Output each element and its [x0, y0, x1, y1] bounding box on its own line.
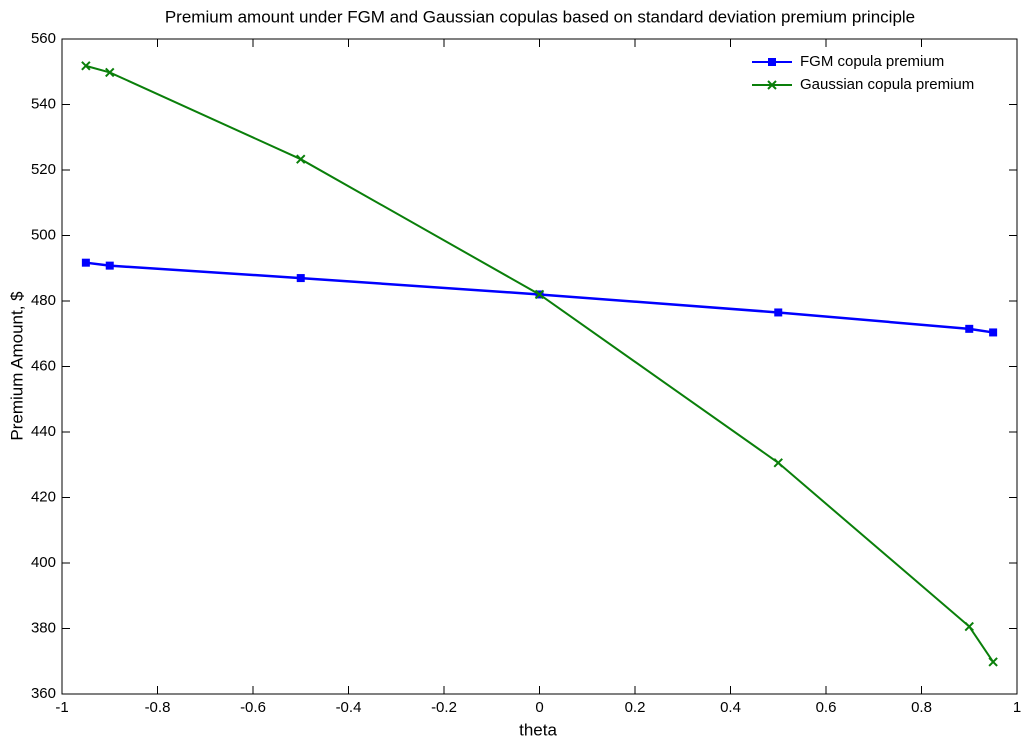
plot-frame [61, 38, 1018, 695]
y-tick-label: 500 [31, 226, 56, 243]
data-point [988, 657, 998, 667]
x-tick-label: -0.8 [145, 699, 171, 716]
legend-label: FGM copula premium [800, 53, 944, 70]
y-tick-label: 540 [31, 95, 56, 112]
data-point [105, 261, 114, 270]
y-axis-label: Premium Amount, $ [7, 291, 26, 441]
data-point [965, 324, 974, 333]
y-tick-label: 380 [31, 619, 56, 636]
data-point [105, 67, 115, 78]
legend-marker [767, 80, 777, 90]
data-point [296, 274, 305, 283]
y-tick-label: 440 [31, 423, 56, 440]
x-tick-label: 0.6 [816, 699, 837, 716]
x-tick-label: 0.2 [625, 699, 646, 716]
y-tick-label: 480 [31, 292, 56, 309]
y-tick-label: 560 [31, 30, 56, 47]
y-tick-label: 420 [31, 488, 56, 505]
data-point [296, 154, 306, 164]
y-tick-label: 400 [31, 554, 56, 571]
data-point [964, 621, 974, 632]
data-point [534, 289, 545, 300]
x-tick-label: -1 [55, 699, 68, 716]
x-tick-label: -0.4 [336, 699, 362, 716]
data-point [81, 61, 91, 71]
x-tick-label: 0 [535, 699, 543, 716]
y-tick-label: 460 [31, 357, 56, 374]
data-point [81, 258, 90, 267]
series-line [85, 64, 994, 663]
data-point [774, 308, 783, 317]
x-tick-label: 0.4 [720, 699, 741, 716]
legend-label: Gaussian copula premium [800, 76, 974, 93]
y-tick-label: 360 [31, 685, 56, 702]
legend-marker [768, 58, 776, 66]
x-tick-label: -0.2 [431, 699, 457, 716]
x-axis-label: theta [519, 720, 557, 739]
data-point [989, 328, 998, 337]
x-tick-label: -0.6 [240, 699, 266, 716]
chart-title: Premium amount under FGM and Gaussian co… [165, 7, 915, 26]
data-point [773, 458, 783, 468]
x-tick-label: 1 [1013, 699, 1021, 716]
x-tick-label: 0.8 [911, 699, 932, 716]
y-tick-label: 520 [31, 161, 56, 178]
